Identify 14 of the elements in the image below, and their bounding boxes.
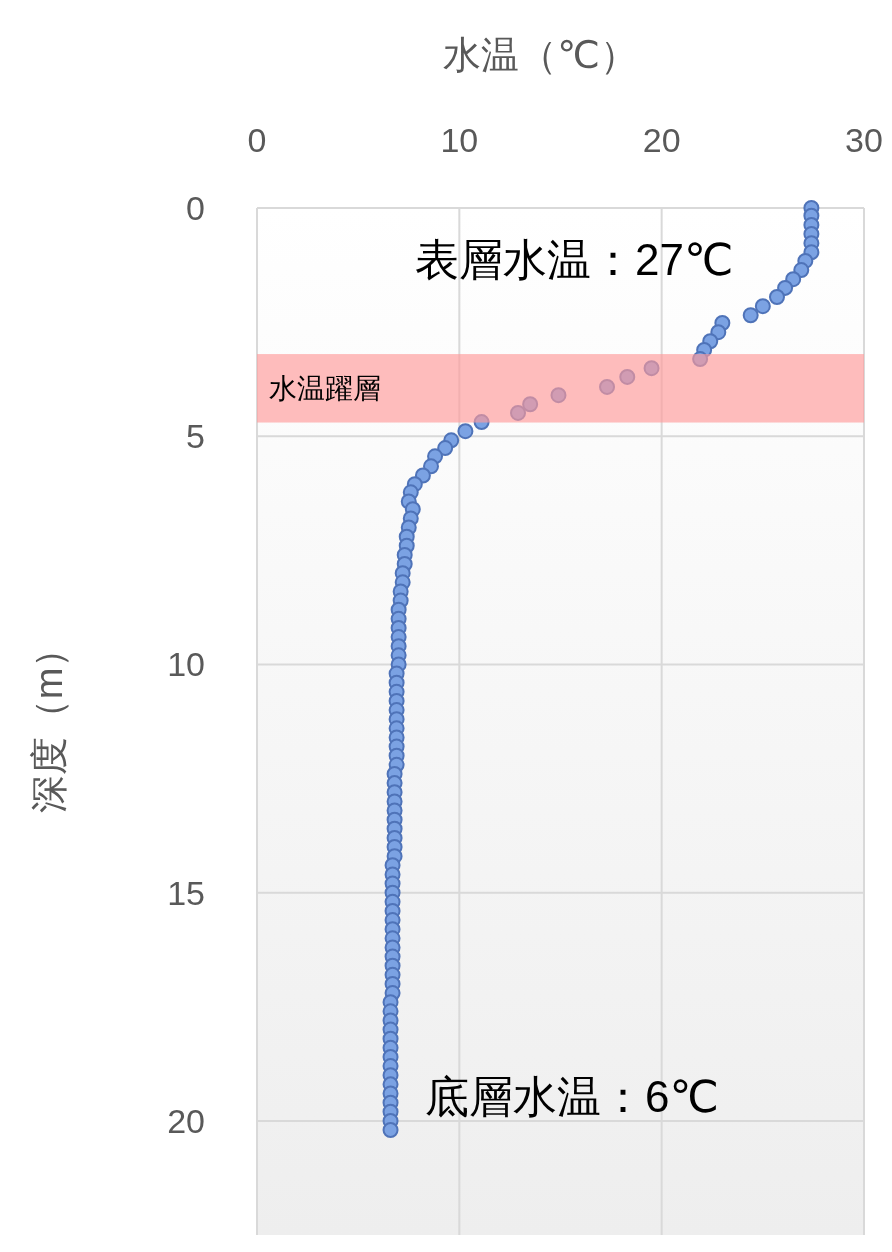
- y-axis-title: 深度（m）: [28, 629, 70, 814]
- x-axis-title: 水温（℃）: [443, 34, 638, 76]
- x-tick-label: 0: [247, 121, 267, 159]
- y-tick-label: 10: [167, 645, 205, 684]
- y-tick-label: 20: [167, 1101, 205, 1140]
- y-tick-label: 0: [186, 189, 205, 227]
- band-label: 水温躍層: [269, 373, 381, 405]
- y-tick-label: 15: [167, 873, 205, 912]
- x-tick-label: 10: [440, 121, 479, 159]
- x-tick-label: 20: [642, 121, 681, 159]
- x-tick-label: 30: [845, 121, 883, 159]
- y-tick-label: 5: [186, 417, 205, 456]
- annotation: 底層水温：6℃: [425, 1072, 719, 1121]
- annotation: 表層水温：27℃: [415, 235, 734, 284]
